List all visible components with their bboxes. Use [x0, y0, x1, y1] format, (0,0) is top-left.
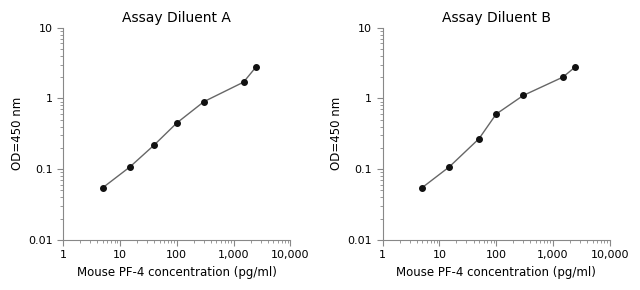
Title: Assay Diluent A: Assay Diluent A	[122, 11, 231, 25]
Title: Assay Diluent B: Assay Diluent B	[442, 11, 550, 25]
X-axis label: Mouse PF-4 concentration (pg/ml): Mouse PF-4 concentration (pg/ml)	[396, 266, 596, 279]
X-axis label: Mouse PF-4 concentration (pg/ml): Mouse PF-4 concentration (pg/ml)	[77, 266, 276, 279]
Y-axis label: OD=450 nm: OD=450 nm	[11, 97, 24, 171]
Y-axis label: OD=450 nm: OD=450 nm	[330, 97, 344, 171]
